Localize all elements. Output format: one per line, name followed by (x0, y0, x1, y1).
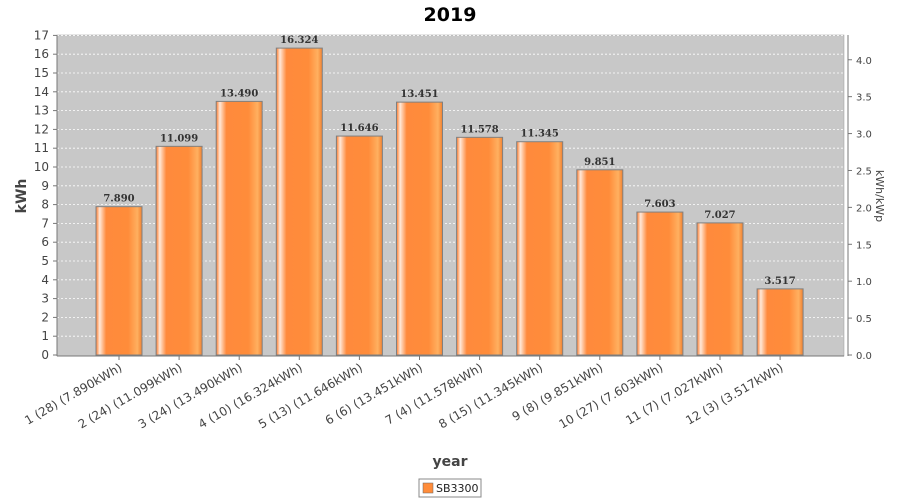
y2-tick-label: 2.5 (856, 166, 872, 177)
bar-series (95, 47, 804, 356)
bar (576, 169, 624, 356)
y-tick-label: 12 (34, 122, 49, 136)
data-label: 7.603 (644, 199, 675, 210)
y-tick-label: 10 (34, 160, 49, 174)
chart-title: 2019 (424, 4, 477, 26)
x-tick-label: 2 (24) (11.099kWh) (76, 360, 185, 431)
y-tick-label: 4 (41, 273, 49, 287)
x-tick-label: 4 (10) (16.324kWh) (196, 360, 305, 431)
data-label: 7.027 (704, 210, 735, 221)
y-tick-label: 1 (41, 329, 49, 343)
bar (396, 101, 443, 356)
x-tick-label: 6 (6) (13.451kWh) (323, 360, 425, 427)
y-tick-label: 8 (41, 198, 49, 212)
y2-tick-label: 3.0 (856, 130, 872, 141)
data-labels: 7.890 11.099 13.490 16.324 11.646 13.451 11.57… (103, 35, 795, 287)
bar (636, 211, 684, 356)
y-tick-label: 15 (34, 66, 49, 80)
x-tick-label: 1 (28) (7.890kWh) (22, 360, 124, 427)
x-tick-label: 11 (7) (7.027kWh) (623, 360, 725, 427)
bar (275, 47, 323, 356)
y-tick-label: 2 (41, 310, 49, 324)
y-tick-label: 3 (41, 292, 49, 306)
y-tick-label: 6 (41, 235, 49, 249)
data-label: 13.490 (220, 88, 258, 99)
bar (516, 141, 564, 356)
y2-tick-label: 0.0 (856, 351, 872, 362)
y2-tick-label: 0.5 (856, 314, 872, 325)
data-label: 3.517 (764, 276, 795, 287)
x-tick-label: 7 (4) (11.578kWh) (383, 360, 485, 427)
x-axis-label: year (433, 454, 468, 470)
legend: SB3300 (418, 478, 482, 498)
x-tick-label: 10 (27) (7.603kWh) (556, 360, 665, 431)
y2-tick-label: 2.0 (856, 203, 872, 214)
y-tick-label: 0 (41, 348, 49, 362)
y-tick-label: 9 (41, 179, 49, 193)
bar (696, 222, 744, 356)
x-tick-label: 12 (3) (3.517kWh) (683, 360, 785, 427)
y2-tick-label: 1.5 (856, 240, 872, 251)
data-label: 11.578 (460, 124, 498, 135)
bar (756, 288, 804, 356)
y-tick-label: 5 (41, 254, 49, 268)
data-label: 13.451 (400, 89, 438, 100)
y-tick-label: 14 (34, 85, 49, 99)
data-label: 11.345 (521, 129, 559, 140)
y2-tick-label: 3.5 (856, 93, 872, 104)
gridlines (57, 35, 844, 337)
data-label: 9.851 (584, 157, 615, 168)
x-tick-label: 3 (24) (13.490kWh) (136, 360, 245, 431)
y2-axis-label: kWh/kWp (873, 170, 886, 222)
x-axis-ticks: 1 (28) (7.890kWh)2 (24) (11.099kWh)3 (24… (22, 355, 844, 431)
bar (215, 100, 263, 356)
y-tick-label: 13 (34, 104, 49, 118)
y-tick-label: 11 (34, 141, 49, 155)
legend-label: SB3300 (436, 482, 479, 495)
bar (456, 136, 504, 356)
bar (335, 135, 383, 356)
y-tick-label: 7 (41, 216, 49, 230)
data-label: 11.646 (340, 123, 378, 134)
x-tick-label: 5 (13) (11.646kWh) (256, 360, 365, 431)
legend-swatch (422, 482, 434, 494)
y2-tick-label: 4.0 (856, 56, 872, 67)
data-label: 11.099 (160, 133, 198, 144)
y-tick-label: 17 (34, 28, 49, 42)
x-tick-label: 8 (15) (11.345kWh) (436, 360, 545, 431)
data-label: 16.324 (280, 35, 318, 46)
legend-box (418, 478, 482, 498)
right-axis: 0.0 0.5 1.0 1.5 2.0 2.5 3.0 3.5 4.0 (847, 35, 872, 362)
y-axis-label: kWh (14, 179, 30, 214)
data-label: 7.890 (103, 194, 134, 205)
y2-tick-label: 1.0 (856, 277, 872, 288)
bar (155, 145, 203, 356)
y-tick-label: 16 (34, 47, 49, 61)
bar (95, 206, 143, 356)
